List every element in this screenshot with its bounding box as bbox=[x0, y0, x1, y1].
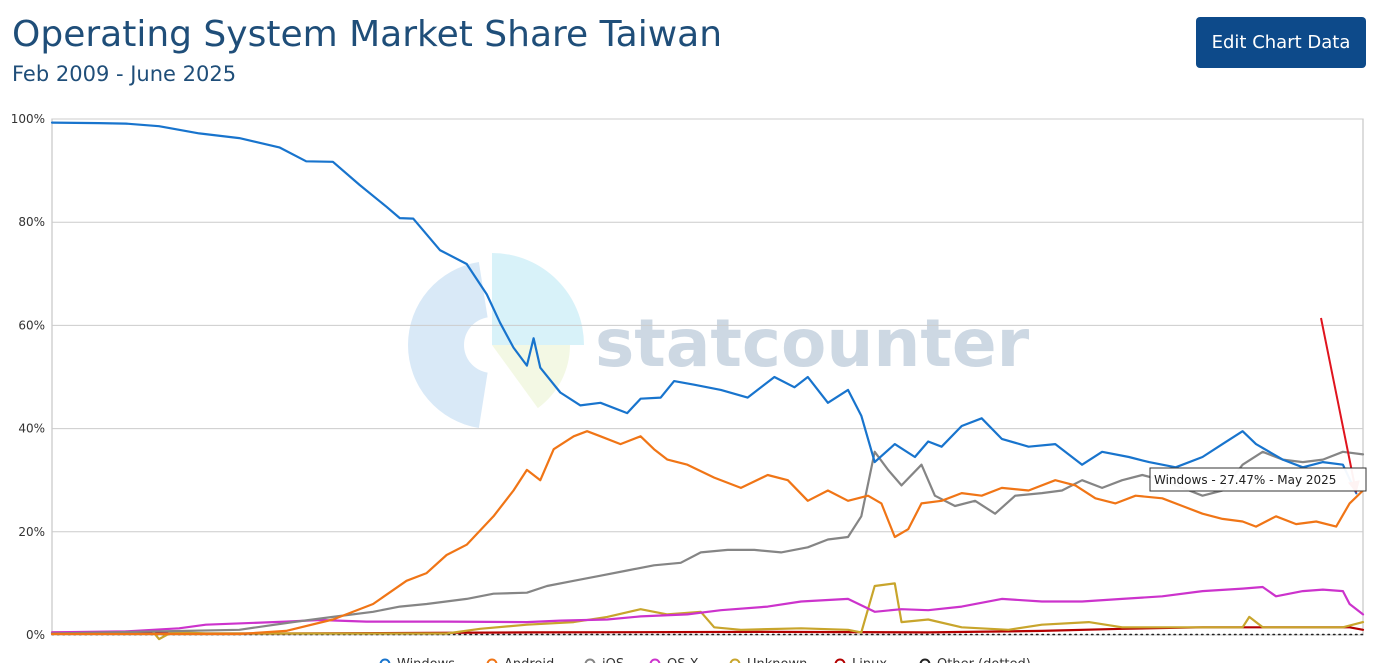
series-line-unknown[interactable] bbox=[50, 582, 1365, 641]
tooltip-box bbox=[1149, 467, 1367, 492]
y-tick-label: 100% bbox=[11, 112, 45, 126]
legend-label-unknown[interactable]: Unknown bbox=[747, 657, 807, 663]
legend-marker-os-x[interactable] bbox=[649, 658, 661, 663]
legend-marker-unknown[interactable] bbox=[729, 658, 741, 663]
legend-marker-android[interactable] bbox=[486, 658, 498, 663]
legend-label-other-dotted[interactable]: Other (dotted) bbox=[937, 657, 1031, 663]
chart-tooltip: Windows - 27.47% - May 2025 bbox=[1149, 467, 1367, 492]
legend-label-linux[interactable]: Linux bbox=[852, 657, 887, 663]
legend-label-ios[interactable]: iOS bbox=[602, 657, 624, 663]
y-tick-label: 40% bbox=[18, 422, 45, 436]
series-line-windows[interactable] bbox=[50, 121, 1358, 495]
edit-chart-data-button[interactable]: Edit Chart Data bbox=[1196, 17, 1366, 68]
legend-marker-linux[interactable] bbox=[834, 658, 846, 663]
page-subtitle: Feb 2009 - June 2025 bbox=[12, 62, 237, 86]
y-tick-label: 20% bbox=[18, 525, 45, 539]
watermark-arc-top bbox=[492, 253, 584, 345]
watermark-text: statcounter bbox=[595, 305, 1030, 382]
legend-marker-other-dotted[interactable] bbox=[919, 658, 931, 663]
page-title: Operating System Market Share Taiwan bbox=[12, 14, 723, 55]
y-tick-label: 80% bbox=[18, 215, 45, 229]
annotation-arrow-line bbox=[1320, 317, 1355, 482]
series-line-ios[interactable] bbox=[50, 450, 1365, 635]
watermark-arc-right bbox=[492, 345, 570, 409]
legend-marker-ios[interactable] bbox=[584, 658, 596, 663]
watermark-arc-left bbox=[407, 262, 488, 428]
y-tick-label: 0% bbox=[26, 628, 45, 642]
legend-label-os-x[interactable]: OS X bbox=[667, 657, 699, 663]
legend-label-android[interactable]: Android bbox=[504, 657, 554, 663]
legend-marker-windows[interactable] bbox=[379, 658, 391, 663]
y-tick-label: 60% bbox=[18, 318, 45, 332]
annotation-arrow bbox=[1320, 317, 1360, 494]
chart-series bbox=[50, 121, 1365, 641]
statcounter-watermark: statcounter bbox=[407, 253, 1030, 428]
legend-label-windows[interactable]: Windows bbox=[397, 657, 455, 663]
chart-legend[interactable]: Windows Android iOS OS X Unknown Linux Other (… bbox=[379, 657, 1031, 663]
tooltip-text: Windows - 27.47% - May 2025 bbox=[1154, 473, 1336, 487]
series-line-os-x[interactable] bbox=[50, 585, 1365, 634]
series-line-android[interactable] bbox=[50, 430, 1365, 636]
